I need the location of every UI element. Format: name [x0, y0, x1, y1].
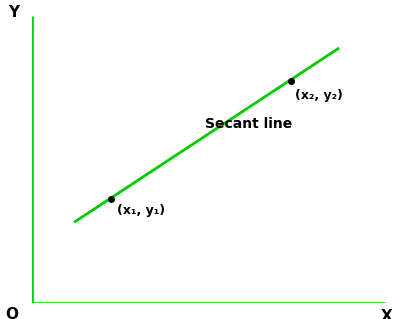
Text: Y: Y — [8, 5, 20, 20]
Text: (x₁, y₁): (x₁, y₁) — [117, 204, 165, 217]
Text: X: X — [381, 308, 392, 319]
Text: O: O — [6, 307, 19, 319]
Text: Secant line: Secant line — [205, 117, 292, 131]
Text: (x₂, y₂): (x₂, y₂) — [295, 89, 343, 102]
